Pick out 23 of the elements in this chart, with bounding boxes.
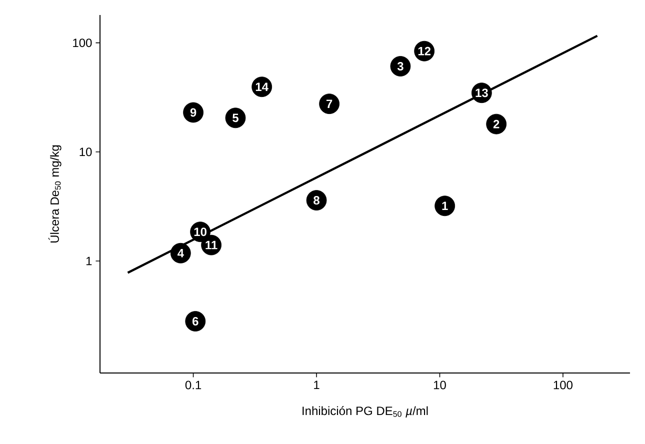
annotation: 14 bbox=[256, 82, 268, 91]
x-tick-label: 10 bbox=[434, 380, 446, 390]
x-tick-label: 100 bbox=[554, 380, 573, 390]
annotation: 4 bbox=[178, 249, 184, 258]
annotation: 6 bbox=[192, 317, 198, 326]
annotation: 3 bbox=[397, 62, 404, 71]
y-tick-label: 100 bbox=[73, 38, 92, 48]
x-axis-title: Inhibición PG DE$_{50}$ µ/ml bbox=[302, 406, 428, 418]
annotation: 8 bbox=[314, 196, 320, 205]
annotation: 5 bbox=[232, 114, 238, 122]
annotation: 2 bbox=[493, 120, 500, 128]
annotation: 7 bbox=[326, 100, 332, 108]
annotation: 1 bbox=[442, 202, 448, 210]
x-tick-label: 0.1 bbox=[185, 380, 202, 390]
annotation: 11 bbox=[206, 240, 218, 250]
annotation: 12 bbox=[418, 46, 431, 56]
annotation: 13 bbox=[476, 88, 488, 98]
annotation: 10 bbox=[194, 228, 206, 236]
y-tick-label: 1 bbox=[86, 256, 92, 266]
annotation: 9 bbox=[190, 108, 196, 117]
y-tick-label: 10 bbox=[80, 148, 92, 156]
y-axis-title: Úlcera De$_{50}$ mg/kg bbox=[48, 145, 62, 242]
x-tick-label: 1 bbox=[314, 380, 320, 390]
